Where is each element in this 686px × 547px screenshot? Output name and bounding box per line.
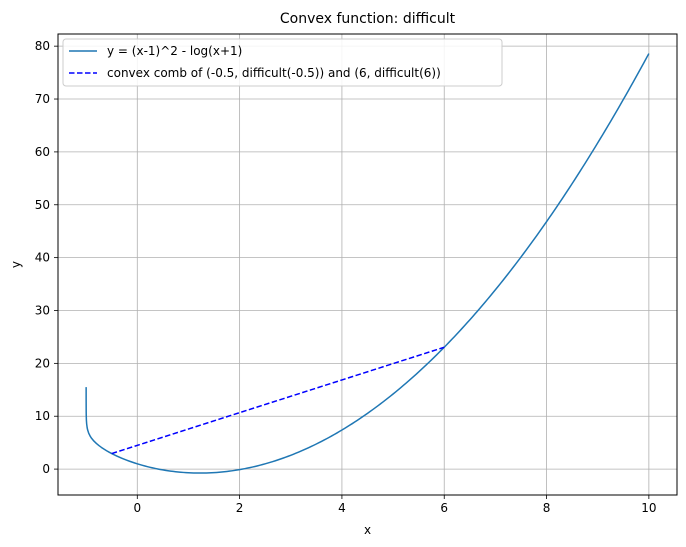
x-tick-label: 10: [641, 501, 656, 515]
x-tick-label: 6: [440, 501, 448, 515]
y-tick-label: 20: [35, 356, 50, 370]
legend-box: [62, 38, 503, 87]
y-tick-label: 70: [35, 92, 50, 106]
y-tick-label: 40: [35, 251, 50, 265]
x-axis: 0 2 4 6 8 10: [133, 495, 657, 515]
curve-series-line: [85, 53, 650, 474]
axes-frame: [57, 33, 678, 496]
x-tick-label: 2: [236, 501, 244, 515]
x-axis-label: x: [364, 523, 371, 537]
x-tick-label: 8: [543, 501, 551, 515]
x-tick-label: 0: [133, 501, 141, 515]
plot-area: [85, 53, 650, 474]
y-tick-label: 60: [35, 145, 50, 159]
y-tick-label: 80: [35, 39, 50, 53]
y-tick-label: 50: [35, 198, 50, 212]
legend-label-curve: y = (x-1)^2 - log(x+1): [107, 44, 242, 58]
chart-title: Convex function: difficult: [280, 11, 456, 27]
y-axis: 0 10 20 30 40 50 60 70 80: [35, 39, 58, 476]
y-tick-label: 10: [35, 409, 50, 423]
legend: y = (x-1)^2 - log(x+1) convex comb of (-0…: [62, 38, 503, 87]
y-tick-label: 30: [35, 303, 50, 317]
x-tick-label: 4: [338, 501, 346, 515]
convex-combination-line: [111, 346, 445, 455]
y-tick-label: 0: [42, 462, 50, 476]
legend-label-convex-comb: convex comb of (-0.5, difficult(-0.5)) a…: [107, 66, 441, 80]
y-axis-label: y: [9, 261, 23, 268]
